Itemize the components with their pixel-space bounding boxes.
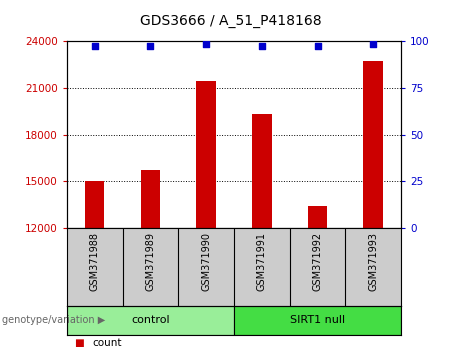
Text: control: control <box>131 315 170 325</box>
Bar <box>85 181 105 228</box>
Bar <box>252 114 272 228</box>
Bar <box>67 306 234 335</box>
Text: count: count <box>92 338 122 348</box>
Text: genotype/variation ▶: genotype/variation ▶ <box>2 315 106 325</box>
Point <box>258 44 266 49</box>
Text: ■: ■ <box>74 338 83 348</box>
Point <box>91 44 98 49</box>
Text: SIRT1 null: SIRT1 null <box>290 315 345 325</box>
Bar <box>308 206 327 228</box>
Text: GSM371993: GSM371993 <box>368 232 378 291</box>
Bar <box>196 81 216 228</box>
Bar <box>234 306 401 335</box>
Text: GSM371992: GSM371992 <box>313 232 323 291</box>
Text: GSM371990: GSM371990 <box>201 232 211 291</box>
Text: GSM371988: GSM371988 <box>90 232 100 291</box>
Text: GSM371991: GSM371991 <box>257 232 267 291</box>
Point <box>147 44 154 49</box>
Bar <box>141 171 160 228</box>
Point <box>370 42 377 47</box>
Point <box>202 42 210 47</box>
Text: GDS3666 / A_51_P418168: GDS3666 / A_51_P418168 <box>140 14 321 28</box>
Bar <box>363 61 383 228</box>
Text: GSM371989: GSM371989 <box>145 232 155 291</box>
Point <box>314 44 321 49</box>
